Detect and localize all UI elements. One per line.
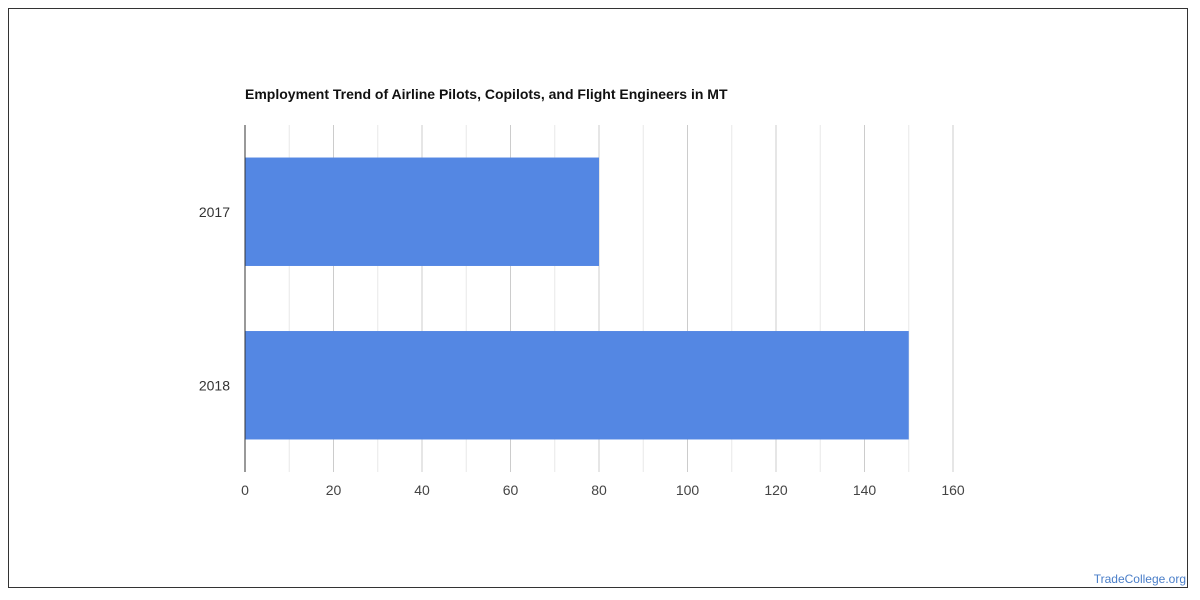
x-tick-label: 140 (853, 482, 877, 498)
x-tick-label: 100 (676, 482, 700, 498)
x-tick-label: 60 (503, 482, 519, 498)
bar-2018 (245, 331, 909, 440)
x-tick-label: 120 (764, 482, 788, 498)
watermark-link[interactable]: TradeCollege.org (1093, 572, 1186, 586)
chart-frame (8, 8, 1188, 588)
x-tick-labels: 0 20 40 60 80 100 120 140 160 (241, 482, 965, 498)
category-labels: 2017 2018 (199, 204, 230, 394)
x-tick-label: 20 (326, 482, 342, 498)
bar-2017 (245, 157, 599, 266)
bars (245, 157, 909, 440)
x-tick-label: 0 (241, 482, 249, 498)
category-label-2017: 2017 (199, 204, 230, 220)
category-label-2018: 2018 (199, 377, 230, 393)
x-tick-label: 80 (591, 482, 607, 498)
chart-title: Employment Trend of Airline Pilots, Copi… (245, 86, 728, 102)
x-tick-label: 160 (941, 482, 965, 498)
x-tick-label: 40 (414, 482, 430, 498)
